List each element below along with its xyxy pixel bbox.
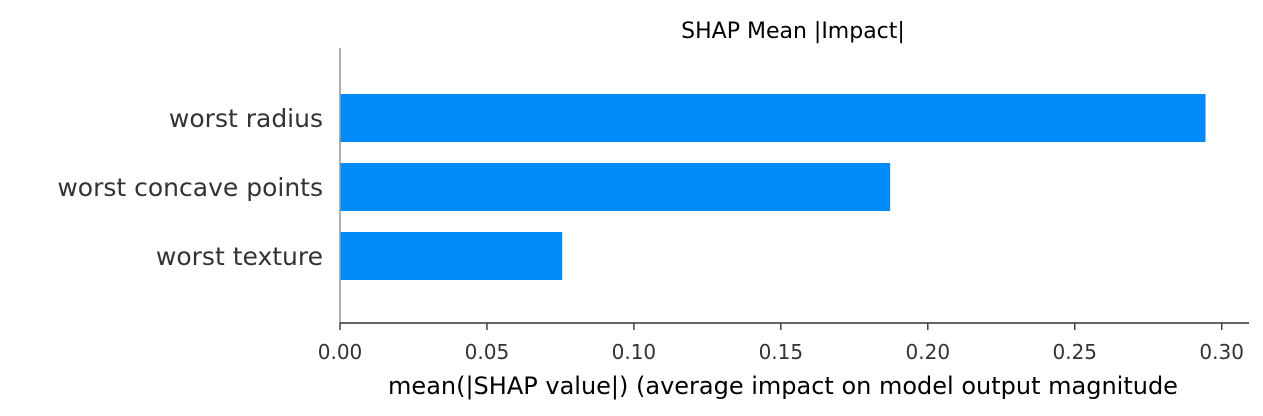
x-tick-label: 0.00: [318, 340, 363, 364]
x-tick-label: 0.15: [759, 340, 804, 364]
bar-2: [340, 232, 563, 280]
x-axis-label: mean(|SHAP value|) (average impact on mo…: [388, 372, 1178, 400]
x-tick-label: 0.30: [1199, 340, 1244, 364]
category-label: worst radius: [169, 104, 323, 133]
category-label: worst texture: [156, 242, 323, 271]
x-ticks-group: 0.00 0.05 0.10 0.15 0.20 0.25 0.30: [318, 323, 1244, 364]
x-tick-label: 0.05: [465, 340, 510, 364]
x-tick-label: 0.25: [1052, 340, 1097, 364]
category-label: worst concave points: [57, 173, 323, 202]
chart-title: SHAP Mean |Impact|: [681, 19, 905, 44]
bar-0: [340, 94, 1206, 142]
x-tick-label: 0.10: [612, 340, 657, 364]
x-tick-label: 0.20: [906, 340, 951, 364]
bars-group: [340, 94, 1206, 280]
category-labels: worst radius worst concave points worst te…: [57, 104, 323, 271]
bar-1: [340, 163, 891, 211]
